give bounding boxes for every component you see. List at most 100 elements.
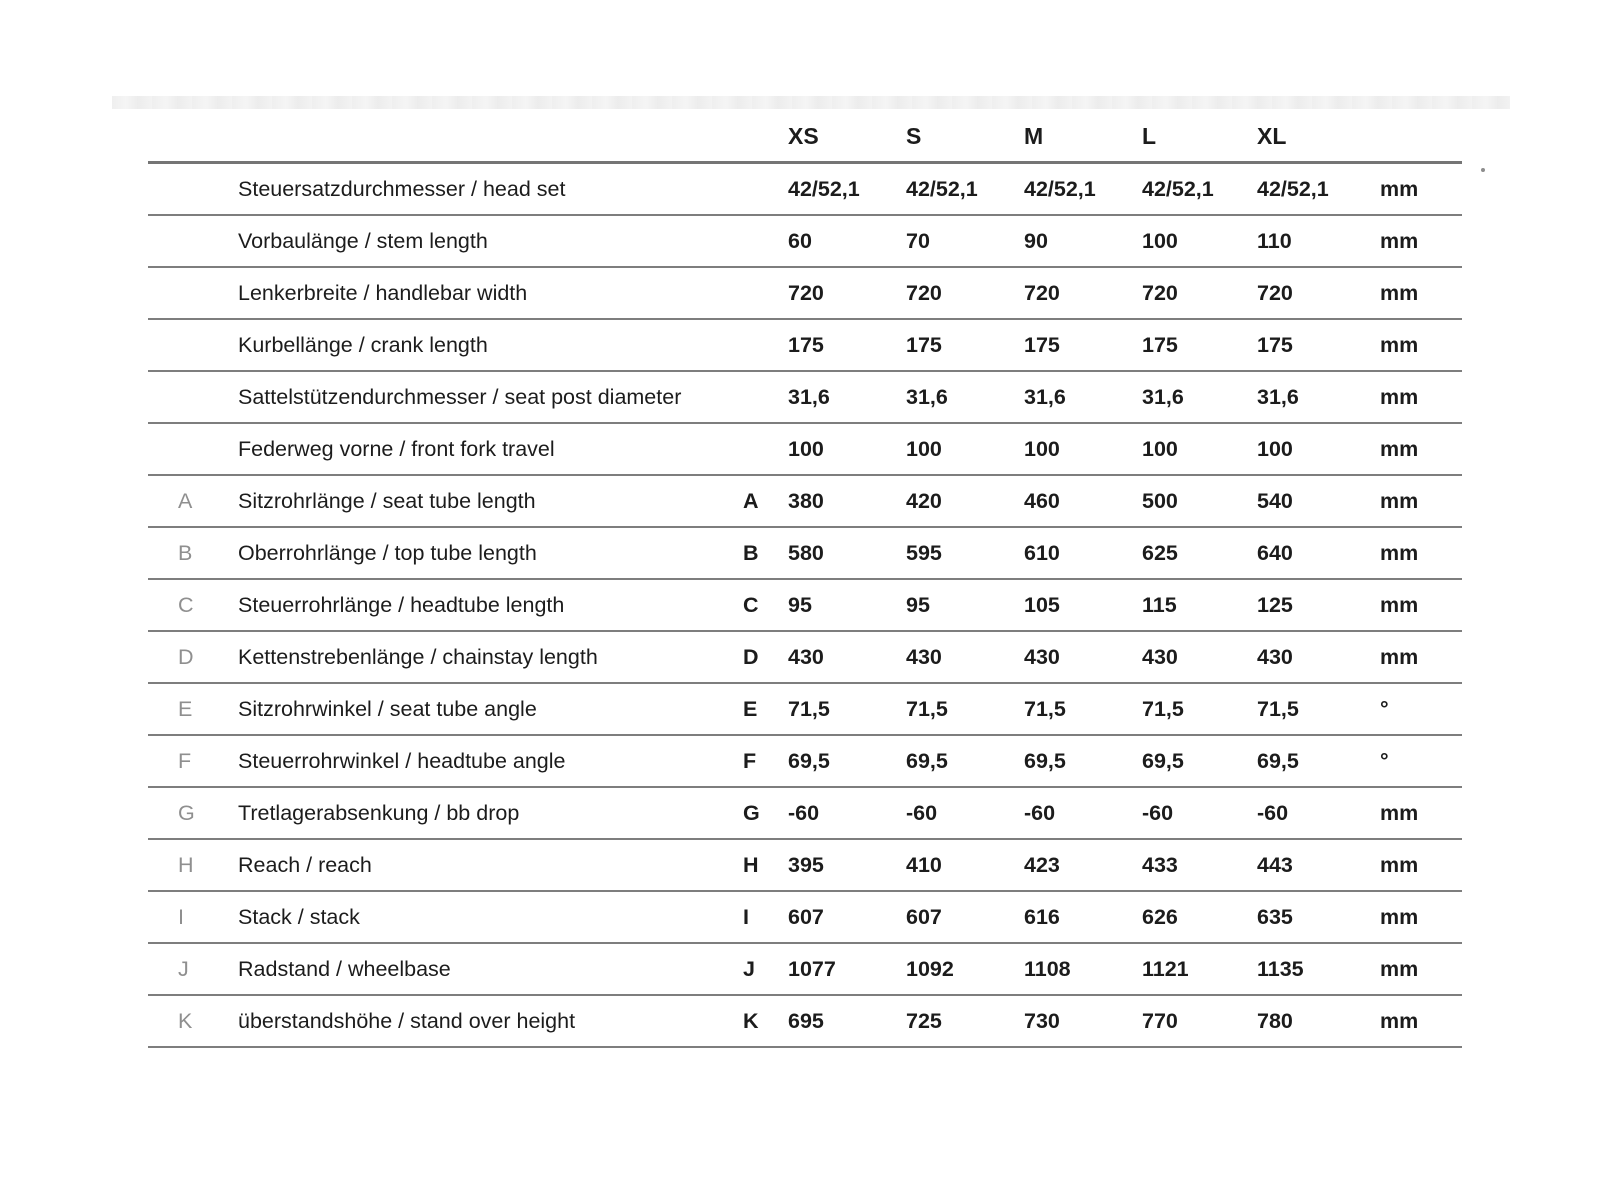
value-xl: 443 [1257, 852, 1293, 877]
value-l: 430 [1142, 644, 1178, 669]
row-unit: ° [1380, 696, 1389, 721]
table-row: Kurbellänge / crank length 175 175 175 1… [148, 320, 1462, 372]
row-letter-repeat: K [743, 1008, 759, 1033]
value-m: -60 [1024, 800, 1056, 825]
value-xs: 100 [788, 436, 824, 461]
row-letter: J [178, 956, 189, 981]
row-unit: mm [1380, 904, 1419, 929]
value-l: 433 [1142, 852, 1178, 877]
row-label: Stack / stack [238, 904, 360, 929]
value-s: 607 [906, 904, 942, 929]
value-s: 430 [906, 644, 942, 669]
value-xl: 175 [1257, 332, 1293, 357]
table-row: Steuersatzdurchmesser / head set 42/52,1… [148, 164, 1462, 216]
row-letter: D [178, 644, 194, 669]
row-label: Federweg vorne / front fork travel [238, 436, 555, 461]
size-header-m: M [1024, 123, 1044, 149]
size-header-xs: XS [788, 123, 819, 149]
value-xl: 31,6 [1257, 384, 1299, 409]
row-unit: mm [1380, 228, 1419, 253]
value-xs: 42/52,1 [788, 176, 860, 201]
row-letter: E [178, 696, 193, 721]
row-unit: mm [1380, 540, 1419, 565]
value-xs: 695 [788, 1008, 824, 1033]
table-row: C Steuerrohrlänge / headtube length C 95… [148, 580, 1462, 632]
value-s: 31,6 [906, 384, 948, 409]
size-header-xl: XL [1257, 123, 1287, 149]
value-s: 69,5 [906, 748, 948, 773]
value-l: 69,5 [1142, 748, 1184, 773]
row-letter-repeat: I [743, 904, 749, 929]
table-row: Vorbaulänge / stem length 60 70 90 100 1… [148, 216, 1462, 268]
value-s: -60 [906, 800, 938, 825]
value-s: 70 [906, 228, 930, 253]
value-xs: 175 [788, 332, 824, 357]
row-unit: mm [1380, 1008, 1419, 1033]
table-row: A Sitzrohrlänge / seat tube length A 380… [148, 476, 1462, 528]
value-l: 500 [1142, 488, 1178, 513]
value-m: 730 [1024, 1008, 1060, 1033]
row-label: überstandshöhe / stand over height [238, 1008, 576, 1033]
value-xl: 71,5 [1257, 696, 1299, 721]
table-row: Lenkerbreite / handlebar width 720 720 7… [148, 268, 1462, 320]
value-m: 616 [1024, 904, 1060, 929]
row-letter-repeat: C [743, 592, 759, 617]
row-label: Oberrohrlänge / top tube length [238, 540, 537, 565]
row-unit: mm [1380, 332, 1419, 357]
row-unit: mm [1380, 852, 1419, 877]
size-header-s: S [906, 123, 922, 149]
value-xl: -60 [1257, 800, 1289, 825]
value-xl: 69,5 [1257, 748, 1299, 773]
value-l: 625 [1142, 540, 1178, 565]
value-s: 720 [906, 280, 942, 305]
table-body: Steuersatzdurchmesser / head set 42/52,1… [148, 164, 1462, 1048]
table-row: Federweg vorne / front fork travel 100 1… [148, 424, 1462, 476]
row-letter: I [178, 904, 184, 929]
table-row: I Stack / stack I 607 607 616 626 635 mm [148, 892, 1462, 944]
value-xs: 380 [788, 488, 824, 513]
table-row: B Oberrohrlänge / top tube length B 580 … [148, 528, 1462, 580]
bike-geometry-table: XS S M L XL Steuersatzdurchmesser / head… [148, 112, 1462, 1048]
value-s: 410 [906, 852, 942, 877]
value-m: 90 [1024, 228, 1048, 253]
value-m: 31,6 [1024, 384, 1066, 409]
row-label: Sitzrohrlänge / seat tube length [238, 488, 536, 513]
value-xs: 1077 [788, 956, 836, 981]
value-xl: 780 [1257, 1008, 1293, 1033]
row-unit: mm [1380, 592, 1419, 617]
table-row: H Reach / reach H 395 410 423 433 443 mm [148, 840, 1462, 892]
value-m: 460 [1024, 488, 1060, 513]
row-unit: mm [1380, 800, 1419, 825]
table-header-row: XS S M L XL [148, 112, 1462, 164]
value-s: 1092 [906, 956, 954, 981]
row-unit: mm [1380, 176, 1419, 201]
row-unit: ° [1380, 748, 1389, 773]
value-l: 71,5 [1142, 696, 1184, 721]
table-row: F Steuerrohrwinkel / headtube angle F 69… [148, 736, 1462, 788]
value-s: 725 [906, 1008, 942, 1033]
value-m: 430 [1024, 644, 1060, 669]
value-m: 1108 [1024, 956, 1071, 981]
row-letter-repeat: F [743, 748, 757, 773]
value-s: 595 [906, 540, 942, 565]
value-xs: 31,6 [788, 384, 830, 409]
row-letter-repeat: H [743, 852, 759, 877]
row-letter-repeat: E [743, 696, 758, 721]
row-letter-repeat: D [743, 644, 759, 669]
value-xs: 720 [788, 280, 824, 305]
table-row: J Radstand / wheelbase J 1077 1092 1108 … [148, 944, 1462, 996]
value-l: 100 [1142, 436, 1178, 461]
table-row: K überstandshöhe / stand over height K 6… [148, 996, 1462, 1048]
value-s: 175 [906, 332, 942, 357]
value-xs: 395 [788, 852, 824, 877]
value-l: 770 [1142, 1008, 1178, 1033]
value-xl: 125 [1257, 592, 1293, 617]
value-l: 175 [1142, 332, 1178, 357]
value-xs: 69,5 [788, 748, 830, 773]
value-xs: -60 [788, 800, 820, 825]
row-label: Lenkerbreite / handlebar width [238, 280, 528, 305]
value-xs: 580 [788, 540, 824, 565]
row-letter: K [178, 1008, 193, 1033]
value-xs: 607 [788, 904, 824, 929]
value-m: 42/52,1 [1024, 176, 1096, 201]
